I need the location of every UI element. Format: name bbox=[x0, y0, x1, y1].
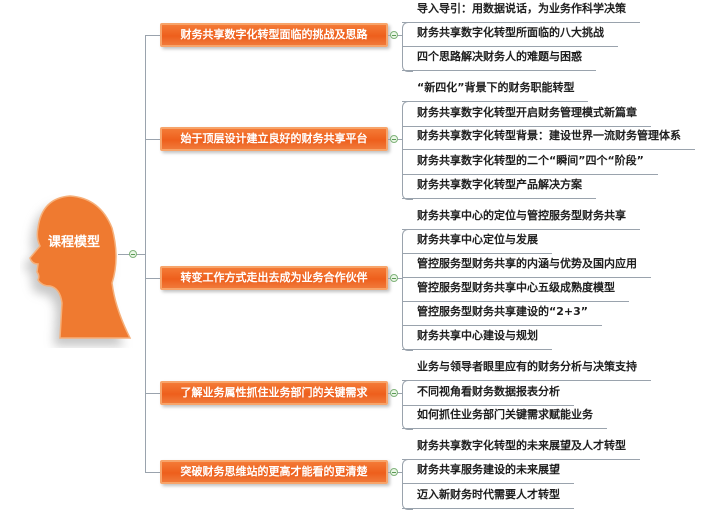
leaf-node[interactable]: 财务共享数字化转型的二个“瞬间”四个“阶段” bbox=[402, 152, 658, 175]
branch-collapse-toggle[interactable] bbox=[390, 468, 398, 476]
branch-collapse-toggle[interactable] bbox=[390, 135, 398, 143]
leaf-node[interactable]: 财务共享数字化转型背景：建设世界一流财务管理体系 bbox=[402, 127, 695, 150]
leaf-node[interactable]: 财务共享中心建设与规划 bbox=[402, 327, 552, 350]
branch-node[interactable]: 突破财务思维站的更高才能看的更清楚 bbox=[160, 460, 388, 484]
branch-connector bbox=[145, 278, 160, 279]
root-node-label[interactable]: 课程模型 bbox=[48, 235, 101, 250]
leaf-node[interactable]: 财务共享中心的定位与管控服务型财务共享 bbox=[402, 207, 640, 230]
leaf-node[interactable]: 管控服务型财务共享建设的“2+3” bbox=[402, 303, 602, 326]
leaf-node[interactable]: 管控服务型财务共享中心五级成熟度模型 bbox=[402, 279, 629, 302]
root-collapse-toggle[interactable] bbox=[129, 250, 137, 258]
leaf-node[interactable]: 迈入新财务时代需要人才转型 bbox=[402, 486, 574, 509]
branch-collapse-toggle[interactable] bbox=[390, 274, 398, 282]
branch-connector bbox=[145, 393, 160, 394]
branch-collapse-toggle[interactable] bbox=[390, 31, 398, 39]
trunk-line bbox=[145, 35, 146, 472]
head-silhouette-icon bbox=[24, 195, 132, 346]
leaf-node[interactable]: 财务共享数字化转型所面临的八大挑战 bbox=[402, 24, 618, 47]
leaf-node[interactable]: 财务共享中心定位与发展 bbox=[402, 231, 552, 254]
branch-node[interactable]: 了解业务属性抓住业务部门的关键需求 bbox=[160, 381, 388, 405]
leaf-node[interactable]: 业务与领导者眼里应有的财务分析与决策支持 bbox=[402, 358, 651, 381]
leaf-node[interactable]: 导入导引：用数据说话，为业务作科学决策 bbox=[402, 0, 640, 23]
leaf-node[interactable]: 管控服务型财务共享的内涵与优势及国内应用 bbox=[402, 255, 651, 278]
leaf-node[interactable]: 财务共享数字化转型开启财务管理模式新篇章 bbox=[402, 104, 651, 127]
leaf-node[interactable]: “新四化”背景下的财务职能转型 bbox=[402, 79, 589, 102]
branch-connector bbox=[145, 35, 160, 36]
branch-node[interactable]: 转变工作方式走出去成为业务合作伙伴 bbox=[160, 266, 388, 290]
branch-connector bbox=[145, 139, 160, 140]
leaf-node[interactable]: 四个思路解决财务人的难题与困惑 bbox=[402, 48, 596, 71]
branch-connector bbox=[145, 472, 160, 473]
leaf-node[interactable]: 财务共享数字化转型的未来展望及人才转型 bbox=[402, 437, 640, 460]
branch-collapse-toggle[interactable] bbox=[390, 389, 398, 397]
leaf-node[interactable]: 财务共享服务建设的未来展望 bbox=[402, 461, 574, 484]
leaf-node[interactable]: 如何抓住业务部门关键需求赋能业务 bbox=[402, 406, 607, 429]
branch-node[interactable]: 财务共享数字化转型面临的挑战及思路 bbox=[160, 23, 388, 47]
branch-node[interactable]: 始于顶层设计建立良好的财务共享平台 bbox=[160, 127, 388, 151]
leaf-node[interactable]: 财务共享数字化转型产品解决方案 bbox=[402, 176, 596, 199]
leaf-node[interactable]: 不同视角看财务数据报表分析 bbox=[402, 383, 574, 406]
